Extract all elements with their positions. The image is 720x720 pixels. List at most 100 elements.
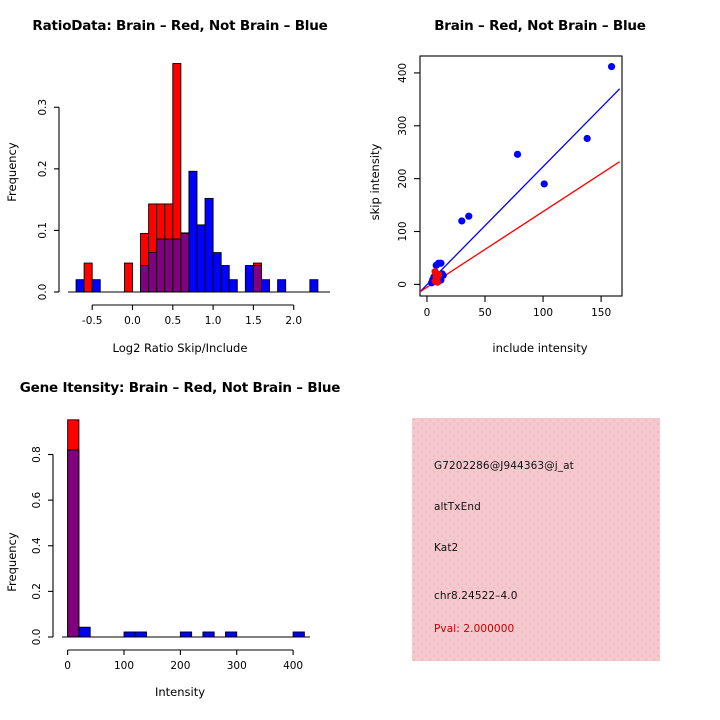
histogram-bar <box>91 279 101 293</box>
histogram-bar-overlap <box>180 233 190 293</box>
scatter-xlabel: include intensity <box>492 341 588 355</box>
histogram-bar-overlap <box>67 449 80 638</box>
gene-symbol-text: Kat2 <box>434 542 459 554</box>
ratio-x-axis: -0.5 0.0 0.5 1.0 1.5 2.0 <box>68 291 330 327</box>
histogram-bar <box>78 626 91 638</box>
histogram-bar <box>123 631 136 638</box>
x-tick-label: 0 <box>424 307 431 319</box>
pval-text: Pval: 2.000000 <box>434 623 515 635</box>
ratio-histogram-xlabel: Log2 Ratio Skip/Include <box>112 341 248 355</box>
x-tick-label: 150 <box>591 307 611 319</box>
histogram-bar <box>188 170 198 293</box>
scatter-ylabel: skip intensity <box>368 143 382 221</box>
histogram-bar-overlap <box>140 265 150 293</box>
histogram-bar <box>212 252 222 293</box>
x-tick-label: 2.0 <box>285 315 302 327</box>
x-tick-label: 100 <box>114 660 134 672</box>
gene-histogram-ylabel: Frequency <box>5 532 19 592</box>
scatter-title: Brain – Red, Not Brain – Blue <box>434 18 646 34</box>
gene-y-axis: 0.0 0.2 0.4 0.6 0.8 <box>31 446 54 646</box>
y-tick-label: 0.0 <box>37 284 49 301</box>
scatter-content <box>420 62 621 293</box>
scatter-point <box>540 180 548 188</box>
histogram-bar-overlap <box>172 238 182 293</box>
histogram-bar <box>228 279 238 293</box>
gene-histogram-title: Gene Itensity: Brain – Red, Not Brain – … <box>19 380 341 396</box>
y-tick-label: 100 <box>397 221 409 241</box>
y-tick-label: 0.4 <box>31 537 43 554</box>
plot-frame <box>419 55 623 297</box>
x-tick-label: 1.5 <box>245 315 262 327</box>
histogram-bar <box>292 631 305 638</box>
scatter-point <box>432 261 440 269</box>
scatter-plot-group: 0 100 200 300 400 0 50 100 150 <box>397 55 623 319</box>
histogram-bar <box>220 265 230 293</box>
histogram-bar <box>202 631 215 638</box>
scatter-point <box>458 217 466 225</box>
x-tick-label: -0.5 <box>82 315 103 327</box>
y-tick-label: 0.8 <box>31 446 43 463</box>
scatter-point <box>513 150 522 158</box>
y-tick-label: 0.2 <box>37 160 49 177</box>
y-tick-label: 200 <box>397 169 409 189</box>
regression-line <box>420 88 621 293</box>
histogram-bar <box>204 197 214 293</box>
histogram-bar-overlap <box>164 238 174 293</box>
y-tick-label: 400 <box>397 63 409 83</box>
scatter-x-axis: 0 50 100 150 <box>424 296 611 319</box>
probe-info-box: G7202286@J944363@j_at altTxEnd Kat2 chr8… <box>412 418 660 661</box>
scatter-point <box>465 212 473 220</box>
ratio-plot-group: 0.0 0.1 0.2 0.3 -0.5 0.0 0.5 1.0 1.5 2.0 <box>37 63 330 327</box>
histogram-bar <box>196 224 206 293</box>
gene-x-axis: 0 100 200 300 400 <box>62 636 310 672</box>
histogram-bar <box>261 279 270 293</box>
scatter-y-axis: 0 100 200 300 400 <box>397 63 420 288</box>
probe-info-panel: G7202286@J944363@j_at altTxEnd Kat2 chr8… <box>360 360 720 720</box>
histogram-bar <box>225 631 238 638</box>
x-tick-label: 0.0 <box>124 315 141 327</box>
gene-histogram-canvas: 0.0 0.2 0.4 0.6 0.8 0 100 200 300 400 <box>31 419 310 672</box>
regression-line <box>420 161 621 293</box>
y-tick-label: 0.0 <box>31 629 43 646</box>
scatter-point <box>434 270 443 278</box>
histogram-bar <box>277 279 287 293</box>
x-tick-label: 100 <box>533 307 553 319</box>
x-tick-label: 50 <box>478 307 491 319</box>
y-tick-label: 0.2 <box>31 583 43 600</box>
histogram-bar <box>83 262 93 293</box>
scatter-point <box>583 134 591 143</box>
gene-plot-group: 0.0 0.2 0.4 0.6 0.8 0 100 200 300 400 <box>31 419 310 672</box>
x-tick-label: 200 <box>170 660 190 672</box>
x-tick-label: 0.5 <box>164 315 181 327</box>
histogram-bar <box>75 279 85 293</box>
ratio-histogram-canvas: 0.0 0.1 0.2 0.3 -0.5 0.0 0.5 1.0 1.5 2.0 <box>37 63 330 327</box>
y-tick-label: 300 <box>397 116 409 136</box>
ratio-histogram-ylabel: Frequency <box>5 142 19 202</box>
histogram-bar-overlap <box>156 238 166 293</box>
histogram-bar-overlap <box>148 252 158 293</box>
histogram-bar <box>244 265 254 293</box>
x-tick-label: 300 <box>227 660 247 672</box>
histogram-bar <box>123 262 133 293</box>
ratio-histogram-title: RatioData: Brain – Red, Not Brain – Blue <box>32 18 328 34</box>
x-tick-label: 1.0 <box>205 315 222 327</box>
y-tick-label: 0.6 <box>31 491 43 508</box>
gene-histogram-xlabel: Intensity <box>154 685 206 699</box>
y-tick-label: 0 <box>397 281 409 288</box>
gene-bars <box>67 419 305 638</box>
event-type-text: altTxEnd <box>434 501 481 513</box>
scatter-canvas: 0 100 200 300 400 0 50 100 150 <box>397 55 623 319</box>
histogram-bar <box>134 631 147 638</box>
histogram-bar <box>179 631 193 638</box>
locus-text: chr8.24522–4.0 <box>434 590 518 602</box>
ratio-bars <box>75 63 319 293</box>
histogram-bar <box>309 279 319 293</box>
ratio-histogram-panel: RatioData: Brain – Red, Not Brain – Blue… <box>0 0 360 360</box>
ratio-y-axis: 0.0 0.1 0.2 0.3 <box>37 99 60 301</box>
scatter-point <box>607 62 616 71</box>
y-tick-label: 0.3 <box>37 99 49 116</box>
x-tick-label: 400 <box>283 660 303 672</box>
scatter-point <box>433 278 442 286</box>
y-tick-label: 0.1 <box>37 222 49 239</box>
scatter-panel: Brain – Red, Not Brain – Blue 0 100 200 300… <box>360 0 720 360</box>
